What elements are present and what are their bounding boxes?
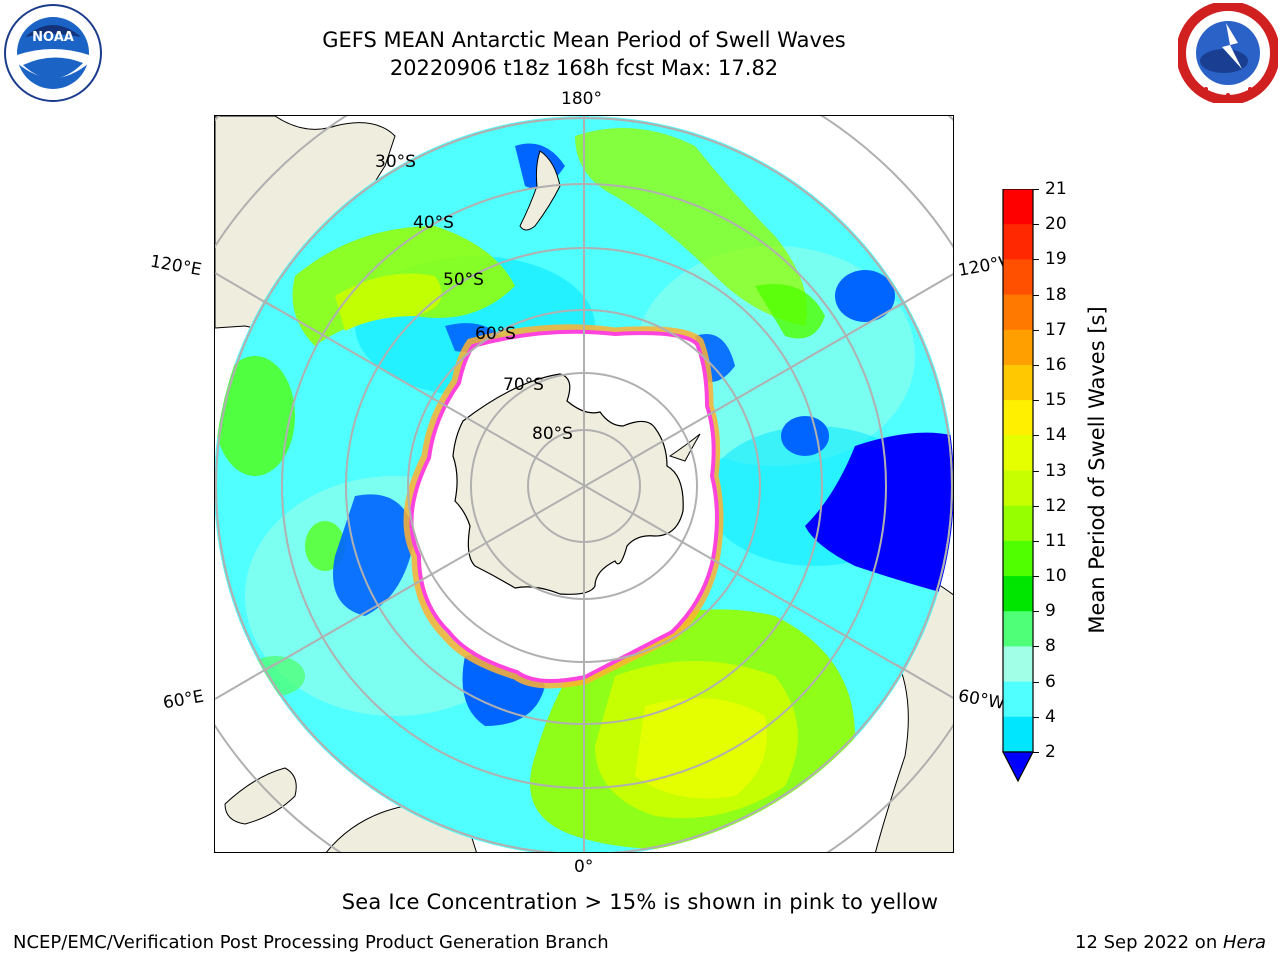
- colorbar-tick-label: 12: [1045, 495, 1067, 516]
- colorbar-tick-mark: [1033, 505, 1039, 507]
- colorbar-tick-mark: [1033, 435, 1039, 437]
- colorbar-segment: [1003, 716, 1033, 753]
- colorbar-tick-label: 18: [1045, 284, 1067, 305]
- polar-map-canvas: [215, 116, 953, 852]
- colorbar-tick-label: 11: [1045, 530, 1067, 551]
- nws-logo: [1176, 1, 1280, 105]
- colorbar-tick-mark: [1033, 611, 1039, 613]
- footer-org: NCEP/EMC/Verification Post Processing Pr…: [13, 932, 609, 953]
- colorbar-tick-mark: [1033, 540, 1039, 542]
- colorbar-tick-label: 6: [1045, 671, 1056, 692]
- antarctica-land: [452, 373, 684, 595]
- colorbar-tick-mark: [1033, 294, 1039, 296]
- lon-label-180: 180°: [561, 89, 602, 109]
- colorbar-tick-label: 8: [1045, 636, 1056, 657]
- lat-label-60s: 60°S: [475, 324, 516, 344]
- colorbar-tick-mark: [1033, 189, 1039, 190]
- colorbar-segment: [1003, 435, 1033, 471]
- colorbar-tick-label: 16: [1045, 354, 1067, 375]
- colorbar-segment: [1003, 224, 1033, 260]
- colorbar-tick-mark: [1033, 646, 1039, 648]
- colorbar-tick-label: 20: [1045, 214, 1067, 235]
- lat-label-70s: 70°S: [503, 375, 544, 395]
- colorbar: [1002, 189, 1034, 783]
- new-zealand-land: [519, 150, 561, 231]
- noaa-logo-text: NOAA: [32, 30, 74, 45]
- colorbar-tick-label: 14: [1045, 425, 1067, 446]
- colorbar-tick-mark: [1033, 329, 1039, 331]
- colorbar-tick-label: 19: [1045, 249, 1067, 270]
- lon-label-60w: 60°W: [956, 686, 1007, 714]
- chart-subtitle: 20220906 t18z 168h fcst Max: 17.82: [389, 56, 779, 80]
- colorbar-tick-label: 21: [1045, 179, 1067, 199]
- lat-label-30s: 30°S: [375, 152, 416, 172]
- colorbar-tick-mark: [1033, 364, 1039, 366]
- colorbar-tick-label: 4: [1045, 706, 1056, 727]
- lat-label-40s: 40°S: [413, 213, 454, 233]
- colorbar-segment: [1003, 576, 1033, 612]
- colorbar-tick-mark: [1033, 716, 1039, 718]
- sea-ice-caption: Sea Ice Concentration > 15% is shown in …: [341, 890, 939, 914]
- colorbar-tick-mark: [1033, 752, 1039, 753]
- colorbar-extend-arrow: [1002, 751, 1034, 783]
- colorbar-segment: [1003, 646, 1033, 683]
- colorbar-tick-label: 17: [1045, 319, 1067, 340]
- colorbar-tick-mark: [1033, 681, 1039, 683]
- madagascar-land: [224, 767, 297, 825]
- colorbar-segment: [1003, 611, 1033, 647]
- colorbar-segment: [1003, 681, 1033, 718]
- polar-map: [214, 115, 954, 853]
- lon-label-0: 0°: [574, 857, 594, 877]
- colorbar-label: Mean Period of Swell Waves [s]: [1085, 306, 1109, 634]
- colorbar-segment: [1003, 505, 1033, 542]
- lat-label-80s: 80°S: [532, 424, 573, 444]
- antarctic-peninsula: [668, 433, 701, 462]
- colorbar-tick-label: 10: [1045, 566, 1067, 587]
- colorbar-segment: [1003, 400, 1033, 436]
- colorbar-segment: [1003, 364, 1033, 401]
- colorbar-tick-mark: [1033, 224, 1039, 226]
- colorbar-segment: [1003, 259, 1033, 296]
- colorbar-segment: [1003, 540, 1033, 577]
- colorbar-tick-mark: [1033, 576, 1039, 578]
- lon-label-60e: 60°E: [161, 686, 206, 714]
- lat-label-50s: 50°S: [443, 270, 484, 290]
- colorbar-tick-label: 9: [1045, 601, 1056, 622]
- colorbar-segment: [1003, 329, 1033, 366]
- colorbar-tick-label: 15: [1045, 390, 1067, 411]
- colorbar-tick-mark: [1033, 259, 1039, 261]
- lon-label-120e: 120°E: [148, 251, 204, 281]
- colorbar-tick-mark: [1033, 470, 1039, 472]
- chart-title: GEFS MEAN Antarctic Mean Period of Swell…: [322, 28, 846, 52]
- colorbar-segment: [1003, 189, 1033, 225]
- colorbar-tick-mark: [1033, 400, 1039, 402]
- colorbar-segment: [1003, 470, 1033, 507]
- noaa-logo: NOAA: [3, 3, 103, 103]
- colorbar-segment: [1003, 294, 1033, 331]
- colorbar-tick-label: 13: [1045, 460, 1067, 481]
- footer-date: 12 Sep 2022 on Hera: [1075, 932, 1266, 953]
- colorbar-tick-label: 2: [1045, 742, 1056, 762]
